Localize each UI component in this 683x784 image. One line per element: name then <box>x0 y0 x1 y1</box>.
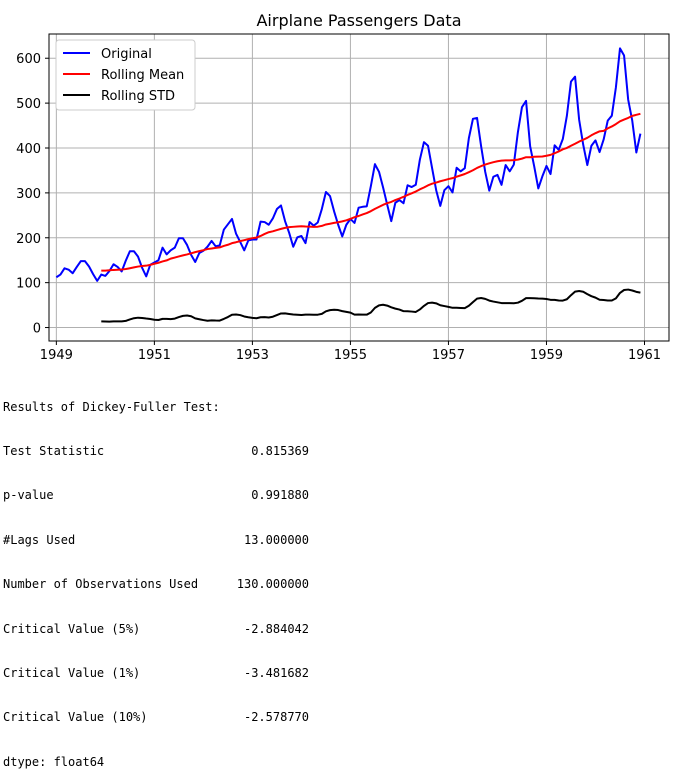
x-tick-label: 1961 <box>628 348 661 363</box>
x-tick-label: 1949 <box>40 348 73 363</box>
result-value: 130.000000 <box>236 577 309 592</box>
legend: Original Rolling Mean Rolling STD <box>55 39 196 111</box>
result-label: Critical Value (5%) <box>3 621 141 636</box>
chart-title: Airplane Passengers Data <box>256 11 461 30</box>
series-layer <box>55 47 642 323</box>
result-label: p-value <box>3 488 54 503</box>
y-tick-label: 300 <box>16 187 41 202</box>
result-value: -2.884042 <box>243 621 309 636</box>
y-tick-label: 400 <box>16 142 41 157</box>
result-value: -2.578770 <box>243 710 309 725</box>
series-line-original <box>55 47 642 282</box>
x-tick-label: 1953 <box>236 348 269 363</box>
result-row-test-statistic: Test Statistic 0.815369 <box>3 444 309 459</box>
result-label: Test Statistic <box>3 443 105 458</box>
y-tick-label: 500 <box>16 97 41 112</box>
series-line-rolling-mean <box>101 112 641 272</box>
results-header: Results of Dickey-Fuller Test: <box>3 399 220 414</box>
y-tick-label: 200 <box>16 232 41 247</box>
result-row-lags-used: #Lags Used 13.000000 <box>3 533 309 548</box>
plot-frame <box>48 33 670 342</box>
legend-box <box>55 39 196 111</box>
result-value: -3.481682 <box>243 665 309 680</box>
legend-label-original: Original <box>101 47 152 62</box>
result-row-critical-5: Critical Value (5%) -2.884042 <box>3 622 309 637</box>
y-tick-label: 100 <box>16 277 41 292</box>
result-label: Number of Observations Used <box>3 577 199 592</box>
x-tick-label: 1957 <box>432 348 465 363</box>
airplane-passengers-chart: Airplane Passengers Data 1949 1951 1953 195… <box>16 11 670 363</box>
result-value: 0.991880 <box>251 488 309 503</box>
result-row-critical-10: Critical Value (10%) -2.578770 <box>3 710 309 725</box>
grid-lines <box>49 34 669 341</box>
x-tick-label: 1951 <box>138 348 171 363</box>
x-tick-label: 1955 <box>334 348 367 363</box>
result-label: Critical Value (10%) <box>3 710 148 725</box>
x-tick-label: 1959 <box>530 348 563 363</box>
series-line-rolling-std <box>101 288 641 323</box>
result-label: #Lags Used <box>3 532 76 547</box>
dickey-fuller-results: Results of Dickey-Fuller Test: Test Stat… <box>3 370 309 784</box>
legend-label-rolling-mean: Rolling Mean <box>101 68 184 83</box>
result-value: 13.000000 <box>243 532 309 547</box>
result-value: 0.815369 <box>251 443 309 458</box>
legend-label-rolling-std: Rolling STD <box>101 89 175 104</box>
result-row-observations-used: Number of Observations Used 130.000000 <box>3 577 309 592</box>
y-tick-label: 0 <box>33 322 41 337</box>
result-row-p-value: p-value 0.991880 <box>3 488 309 503</box>
result-row-critical-1: Critical Value (1%) -3.481682 <box>3 666 309 681</box>
y-tick-label: 600 <box>16 52 41 67</box>
results-dtype: dtype: float64 <box>3 754 105 769</box>
result-label: Critical Value (1%) <box>3 665 141 680</box>
axis-ticks: 1949 1951 1953 1955 1957 1959 1961 0 100 200 300 40… <box>16 52 661 363</box>
